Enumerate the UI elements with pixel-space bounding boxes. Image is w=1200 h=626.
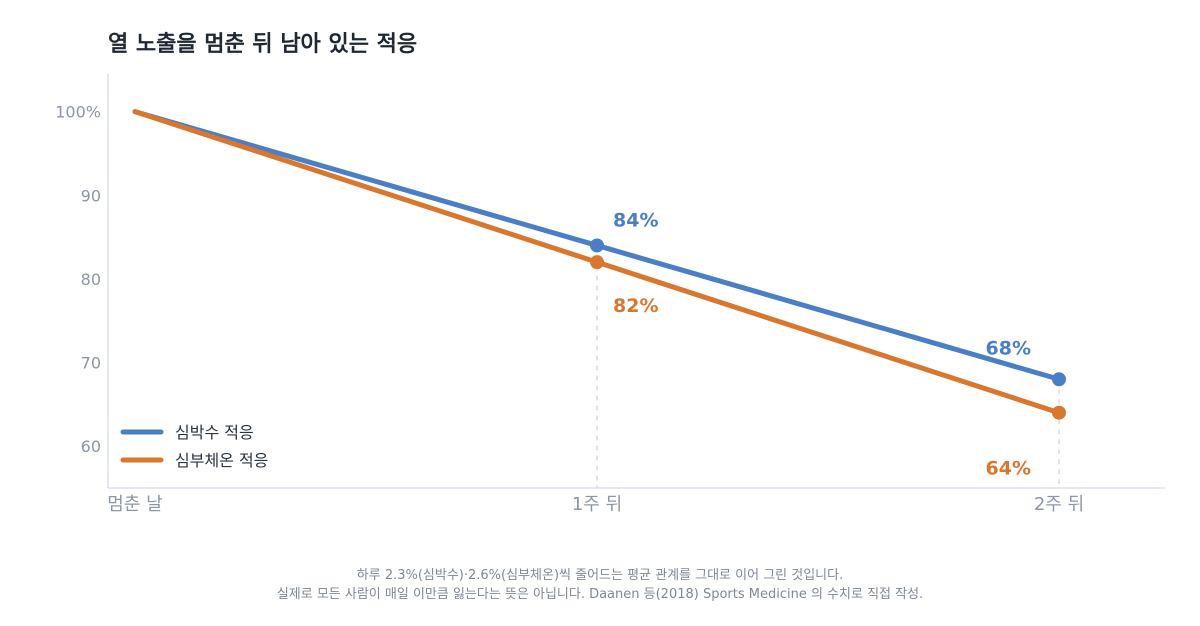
legend-label: 심부체온 적응 [175,451,268,470]
data-label: 84% [613,209,658,231]
data-label: 68% [986,337,1031,359]
footnote: 하루 2.3%(심박수)·2.6%(심부체온)씩 줄어드는 평균 관계를 그대로… [0,566,1200,604]
data-label: 82% [613,295,658,317]
x-tick-label: 2주 뒤 [1034,494,1084,515]
footnote-line-2: 실제로 모든 사람이 매일 이만큼 잃는다는 뜻은 아닙니다. Daanen 등… [276,587,924,602]
chart-title: 열 노출을 멈춘 뒤 남아 있는 적응 [108,32,418,57]
y-tick-label: 80 [81,270,101,289]
x-tick-label: 1주 뒤 [572,494,622,515]
data-point [1052,405,1066,420]
legend-label: 심박수 적응 [175,423,254,442]
data-point [590,238,604,253]
y-tick-label: 100% [55,103,101,122]
data-point [590,255,604,270]
data-point [1052,372,1066,387]
y-tick-label: 70 [81,354,101,373]
data-label: 64% [986,458,1031,480]
x-tick-label: 멈춘 날 [107,494,162,515]
y-tick-label: 60 [81,437,101,456]
footnote-line-1: 하루 2.3%(심박수)·2.6%(심부체온)씩 줄어드는 평균 관계를 그대로… [356,568,844,583]
y-tick-label: 90 [81,186,101,205]
line-chart: 100% 90 80 70 60 멈춘 날 1주 뒤 2주 뒤 84% 68% 82% 64% 심박… [55,74,1165,515]
